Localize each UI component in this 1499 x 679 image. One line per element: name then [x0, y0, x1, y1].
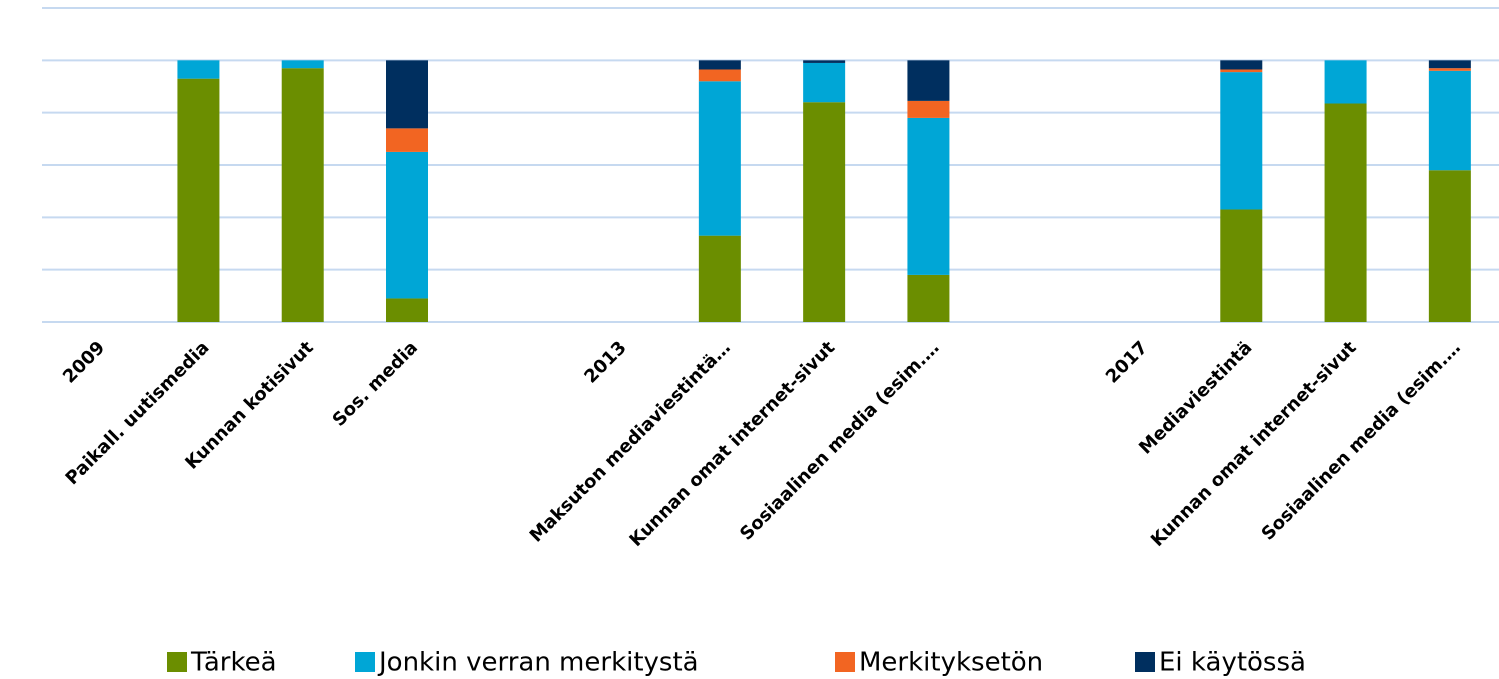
x-tick-label: Sosiaalinen media (esim.… — [1258, 337, 1465, 544]
bar-segment — [1220, 69, 1263, 73]
bar-segment — [907, 274, 950, 322]
bar-segment — [386, 151, 428, 299]
x-tick-label: 2009 — [59, 337, 109, 387]
legend-label: Merkityksetön — [859, 648, 1043, 678]
bar-segment — [803, 60, 846, 63]
bar-segment — [698, 235, 741, 322]
bar-segment — [1428, 70, 1471, 171]
legend-swatch — [355, 652, 375, 672]
bar-segment — [1428, 170, 1471, 322]
x-tick-label: Sosiaalinen media (esim.… — [736, 337, 943, 544]
x-tick-label: Kunnan omat internet-sivut — [1147, 337, 1361, 551]
bar-segment — [907, 60, 950, 101]
x-tick-label: Maksuton mediaviestintä… — [526, 337, 735, 546]
bar-segment — [1324, 103, 1367, 322]
bar-segment — [907, 100, 950, 118]
bar-segment — [698, 69, 741, 82]
bar-segment — [1428, 68, 1471, 71]
bar-segment — [386, 128, 428, 152]
legend-label: Ei käytössä — [1159, 648, 1306, 678]
bar-segment — [1324, 60, 1367, 104]
legend-swatch — [1135, 652, 1155, 672]
bar-segment — [177, 60, 220, 79]
bar-segment — [281, 68, 324, 322]
bar-segment — [177, 78, 220, 323]
x-tick-label: 2013 — [580, 337, 630, 387]
bar-segment — [1220, 72, 1263, 210]
legend-label: Tärkeä — [190, 648, 277, 678]
x-tick-label: Mediaviestintä — [1135, 337, 1256, 458]
bar-segment — [698, 60, 741, 70]
bar-segment — [281, 60, 324, 69]
x-tick-label: Sos. media — [329, 337, 423, 431]
legend-swatch — [167, 652, 187, 672]
bar-segment — [698, 81, 741, 236]
bar-segment — [803, 102, 846, 322]
bar-segment — [386, 60, 428, 129]
bar-segment — [1220, 60, 1263, 70]
bar-segment — [386, 298, 428, 322]
x-tick-label: Kunnan omat internet-sivut — [625, 337, 839, 551]
bar-segment — [803, 62, 846, 103]
legend-swatch — [835, 652, 855, 672]
bar-segment — [907, 117, 950, 275]
bar-segment — [1428, 60, 1471, 69]
x-tick-label: 2017 — [1102, 337, 1152, 387]
legend-label: Jonkin verran merkitystä — [377, 648, 699, 678]
bar-segment — [1220, 209, 1263, 322]
